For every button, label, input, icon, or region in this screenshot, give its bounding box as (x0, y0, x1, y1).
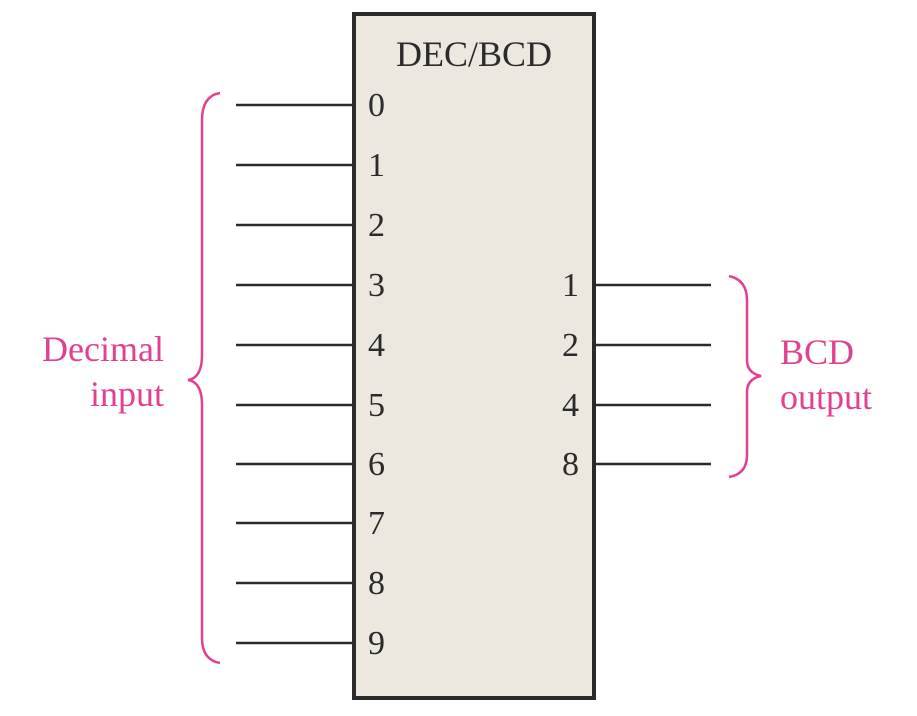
output-pin-label-8: 8 (562, 446, 579, 483)
output-pin-label-2: 2 (562, 327, 579, 364)
decimal-input-line1: Decimal (42, 329, 164, 369)
input-pin-label-2: 2 (368, 207, 385, 244)
input-pin-label-9: 9 (368, 625, 385, 662)
input-pin-label-7: 7 (368, 505, 385, 542)
decimal-input-label: Decimal input (42, 327, 164, 417)
output-pin-label-4: 4 (562, 387, 579, 424)
decimal-input-line2: input (89, 374, 164, 414)
right-brace (728, 274, 762, 479)
input-pin-label-4: 4 (368, 327, 385, 364)
bcd-output-line1: BCD (780, 332, 855, 372)
output-pin-label-1: 1 (562, 267, 579, 304)
bcd-output-label: BCD output (780, 330, 872, 420)
left-brace (187, 91, 221, 665)
bcd-output-line2: output (780, 377, 873, 417)
input-pin-label-6: 6 (368, 446, 385, 483)
block-title: DEC/BCD (395, 34, 553, 74)
input-pin-label-0: 0 (368, 87, 385, 124)
input-pin-label-5: 5 (368, 387, 385, 424)
input-pin-label-3: 3 (368, 267, 385, 304)
input-pin-label-8: 8 (368, 565, 385, 602)
encoder-block (352, 12, 596, 700)
input-pin-label-1: 1 (368, 147, 385, 184)
